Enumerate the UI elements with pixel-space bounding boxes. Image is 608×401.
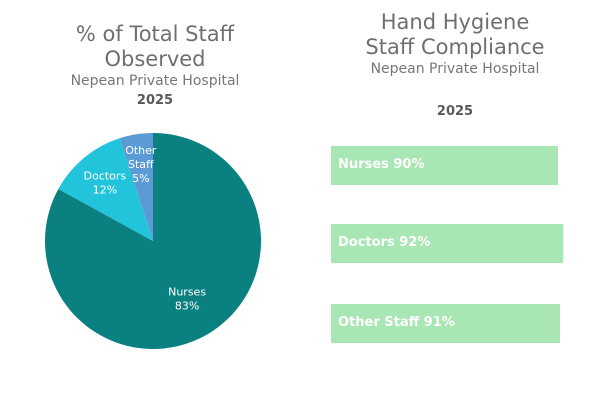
compliance-subtitle: Nepean Private Hospital xyxy=(370,61,540,77)
pie-label-doctors: Doctors 12% xyxy=(84,170,127,197)
pie-slice-doctors xyxy=(58,138,153,241)
staff-observed-title: % of Total Staff Observed xyxy=(75,22,235,71)
pie-label-nurses: Nurses 83% xyxy=(168,286,206,313)
compliance-year: 2025 xyxy=(436,104,474,119)
staff-observed-year: 2025 xyxy=(136,93,174,108)
pie-slice-other-staff xyxy=(119,133,153,241)
compliance-bar-nurses: Nurses 90% xyxy=(331,146,558,185)
compliance-bar-label: Doctors 92% xyxy=(338,235,431,250)
pie-label-other-staff: Other Staff 5% xyxy=(125,144,157,185)
compliance-title-block: Hand Hygiene Staff Compliance Nepean Pri… xyxy=(330,10,580,78)
staff-observed-pie-chart: Nurses 83% Doctors 12%Other Staff 5% xyxy=(45,133,262,349)
compliance-bar-label: Other Staff 91% xyxy=(338,315,455,330)
pie-slice-nurses xyxy=(45,133,262,349)
staff-observed-title-block: % of Total Staff Observed Nepean Private… xyxy=(40,22,270,110)
compliance-bar-doctors: Doctors 92% xyxy=(331,224,563,263)
compliance-title-line2: Staff Compliance xyxy=(365,35,545,59)
compliance-bar-label: Nurses 90% xyxy=(338,157,425,172)
compliance-bar-other-staff: Other Staff 91% xyxy=(331,304,561,343)
compliance-title-line1: Hand Hygiene xyxy=(380,10,530,34)
staff-observed-subtitle: Nepean Private Hospital xyxy=(70,73,240,89)
